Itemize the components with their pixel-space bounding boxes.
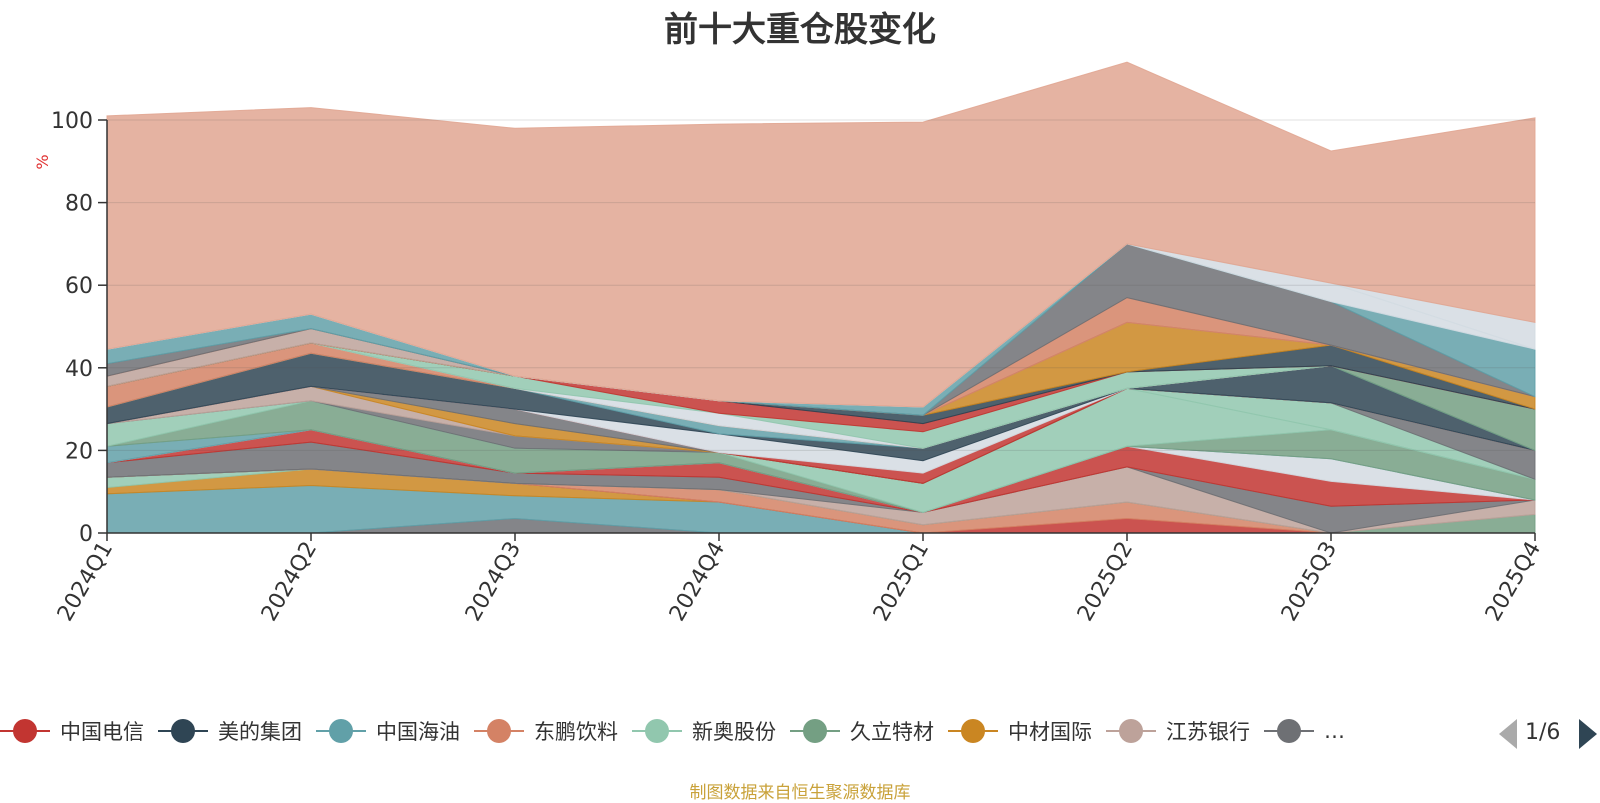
legend-label: 东鹏饮料 — [534, 720, 618, 744]
chart-title: 前十大重仓股变化 — [664, 10, 936, 50]
legend-item[interactable]: 新奥股份 — [632, 716, 776, 746]
legend-marker-icon — [790, 718, 840, 744]
legend-item[interactable]: … — [1264, 718, 1345, 744]
x-tick-label: 2025Q3 — [1277, 538, 1342, 626]
gridlines — [107, 119, 1535, 451]
y-tick-label: 80 — [65, 192, 93, 217]
legend-label: 中国电信 — [60, 720, 144, 744]
legend-label: 中材国际 — [1008, 720, 1092, 744]
legend-label: 久立特材 — [850, 720, 934, 744]
legend-marker-icon — [1264, 718, 1314, 744]
x-tick-label: 2024Q2 — [257, 538, 322, 626]
legend-label: 美的集团 — [218, 720, 302, 744]
legend-marker-icon — [158, 718, 208, 744]
legend-item[interactable]: 中国海油 — [316, 716, 460, 746]
y-tick-label: 40 — [65, 357, 93, 382]
legend-pager: 1/6 — [1497, 716, 1600, 752]
x-tick-label: 2024Q4 — [665, 538, 730, 626]
y-tick-label: 60 — [65, 274, 93, 299]
legend-label: 江苏银行 — [1166, 720, 1250, 744]
data-source-note: 制图数据来自恒生聚源数据库 — [689, 783, 911, 803]
legend-item[interactable]: 中国电信 — [0, 716, 144, 746]
legend-marker-icon — [1106, 718, 1156, 744]
x-tick-label: 2025Q4 — [1481, 538, 1546, 626]
legend-marker-icon — [0, 718, 50, 744]
legend-item[interactable]: 美的集团 — [158, 716, 302, 746]
area-series-37 — [106, 61, 1536, 408]
legend-prev-page-icon[interactable] — [1499, 719, 1517, 749]
legend-item[interactable]: 中材国际 — [948, 716, 1092, 746]
legend-item[interactable]: 久立特材 — [790, 716, 934, 746]
legend-marker-icon — [316, 718, 366, 744]
legend-marker-icon — [632, 718, 682, 744]
legend-next-page-icon[interactable] — [1579, 719, 1597, 749]
legend-item[interactable]: 东鹏饮料 — [474, 716, 618, 746]
y-tick-label: 20 — [65, 439, 93, 464]
legend-label: 中国海油 — [376, 720, 460, 744]
legend-marker-icon — [474, 718, 524, 744]
y-tick-label: 100 — [51, 109, 93, 134]
x-tick-label: 2025Q2 — [1073, 538, 1138, 626]
chart-legend: 中国电信 美的集团 中国海油 东鹏饮料 新奥股份 久立特材 中材国际 江苏银行 … — [0, 716, 1490, 752]
x-tick-label: 2024Q1 — [53, 538, 118, 626]
chart-areas — [106, 61, 1536, 534]
x-tick-label: 2024Q3 — [461, 538, 526, 626]
legend-page-indicator: 1/6 — [1525, 720, 1561, 745]
legend-label: … — [1324, 719, 1345, 743]
legend-item[interactable]: 江苏银行 — [1106, 716, 1250, 746]
x-tick-label: 2025Q1 — [869, 538, 934, 626]
legend-label: 新奥股份 — [692, 720, 776, 744]
y-axis-unit-label: % — [33, 154, 52, 169]
legend-marker-icon — [948, 718, 998, 744]
y-tick-label: 0 — [79, 522, 93, 547]
stacked-area-chart: 0 20 40 60 80 100 2024Q1 2024Q2 2024Q3 2024Q4 2025… — [33, 61, 1546, 626]
